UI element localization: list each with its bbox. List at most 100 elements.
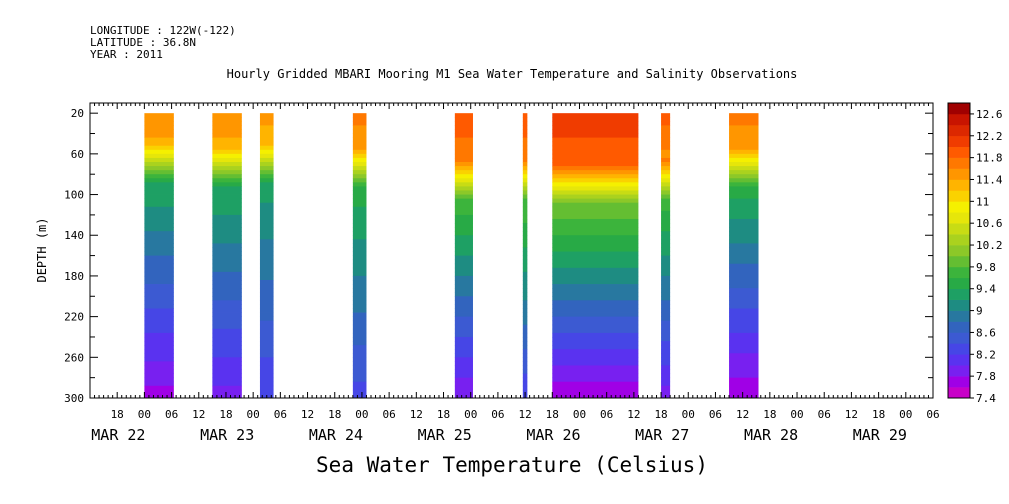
heat-cell xyxy=(729,251,759,256)
heat-cell xyxy=(661,227,671,232)
x-hour-label: 00 xyxy=(573,408,586,421)
y-tick-label: 100 xyxy=(64,189,84,202)
heat-cell xyxy=(454,292,473,297)
heat-cell xyxy=(212,214,242,220)
heat-cell xyxy=(454,385,473,391)
heat-cell xyxy=(661,292,671,297)
heat-cell xyxy=(454,223,473,228)
heat-cell xyxy=(661,178,671,183)
colorbar-label: 8.2 xyxy=(976,348,996,361)
heat-cell xyxy=(259,296,274,301)
heat-cell xyxy=(552,312,639,318)
heat-cell xyxy=(259,336,274,342)
heat-cell xyxy=(729,218,759,224)
heat-cell xyxy=(352,194,367,200)
heat-cell xyxy=(522,157,528,163)
heat-cell xyxy=(661,137,671,143)
heat-cell xyxy=(522,263,528,269)
heat-cell xyxy=(552,304,639,309)
heat-cell xyxy=(259,275,274,281)
x-hour-label: 00 xyxy=(138,408,151,421)
heat-cell xyxy=(552,210,639,216)
heat-cell xyxy=(144,271,174,277)
heat-cell xyxy=(144,137,174,143)
heat-cell xyxy=(144,166,174,171)
heat-cell xyxy=(729,324,759,330)
heat-cell xyxy=(212,320,242,326)
heat-cell xyxy=(352,178,367,183)
heat-cell xyxy=(729,300,759,305)
heat-cell xyxy=(352,341,367,346)
colorbar-swatch xyxy=(948,157,970,169)
heat-cell xyxy=(352,157,367,163)
x-hour-label: 12 xyxy=(192,408,205,421)
heat-cell xyxy=(259,227,274,232)
x-hour-label: 00 xyxy=(247,408,260,421)
heat-cell xyxy=(729,141,759,147)
heat-cell xyxy=(522,194,528,200)
heat-cell xyxy=(212,389,242,395)
heat-cell xyxy=(661,341,671,346)
heat-cell xyxy=(661,117,671,122)
colorbar-swatch xyxy=(948,277,970,290)
heat-cell xyxy=(522,328,528,334)
heat-cell xyxy=(212,259,242,265)
heatmap-layer xyxy=(144,113,759,399)
heat-cell xyxy=(144,170,174,175)
heat-cell xyxy=(259,312,274,318)
heat-cell xyxy=(729,267,759,273)
heat-cell xyxy=(454,137,473,143)
heat-cell xyxy=(259,157,274,163)
heat-cell xyxy=(522,267,528,273)
heat-cell xyxy=(212,251,242,256)
heat-cell xyxy=(552,361,639,366)
x-hour-label: 06 xyxy=(165,408,178,421)
heat-cell xyxy=(212,263,242,269)
heat-cell xyxy=(454,129,473,134)
heat-cell xyxy=(212,361,242,366)
heat-cell xyxy=(661,239,671,244)
heat-cell xyxy=(144,296,174,301)
heat-cell xyxy=(259,288,274,293)
heat-cell xyxy=(661,275,671,281)
heat-cell xyxy=(454,243,473,248)
heat-cell xyxy=(212,206,242,212)
heat-cell xyxy=(259,259,274,265)
heat-cell xyxy=(259,271,274,277)
heat-cell xyxy=(522,190,528,195)
heat-cell xyxy=(454,162,473,167)
x-hour-label: 06 xyxy=(383,408,396,421)
heat-cell xyxy=(552,174,639,179)
heat-cell xyxy=(522,316,528,322)
heat-cell xyxy=(729,247,759,252)
heat-cell xyxy=(661,255,671,261)
heat-cell xyxy=(352,137,367,143)
chart-title: Hourly Gridded MBARI Mooring M1 Sea Wate… xyxy=(226,67,798,81)
heat-cell xyxy=(454,227,473,232)
heat-cell xyxy=(454,296,473,301)
heat-cell xyxy=(661,247,671,252)
heat-cell xyxy=(661,162,671,167)
heat-cell xyxy=(144,153,174,159)
heat-cell xyxy=(522,141,528,147)
heat-cell xyxy=(352,235,367,240)
heat-cell xyxy=(144,259,174,265)
heat-cell xyxy=(259,377,274,383)
heat-cell xyxy=(522,218,528,224)
heat-cell xyxy=(144,369,174,374)
x-day-label: MAR 23 xyxy=(200,426,254,444)
heat-cell xyxy=(144,365,174,370)
heat-cell xyxy=(552,162,639,167)
heat-cell xyxy=(454,186,473,191)
heat-cell xyxy=(661,381,671,387)
heat-cell xyxy=(661,336,671,342)
colorbar-swatch xyxy=(948,135,970,148)
heat-cell xyxy=(522,223,528,228)
heat-cell xyxy=(552,218,639,224)
heat-cell xyxy=(144,284,174,289)
heat-cell xyxy=(729,145,759,151)
heat-cell xyxy=(454,157,473,163)
heat-cell xyxy=(212,377,242,383)
heat-cell xyxy=(661,194,671,200)
data-segment xyxy=(259,113,274,399)
